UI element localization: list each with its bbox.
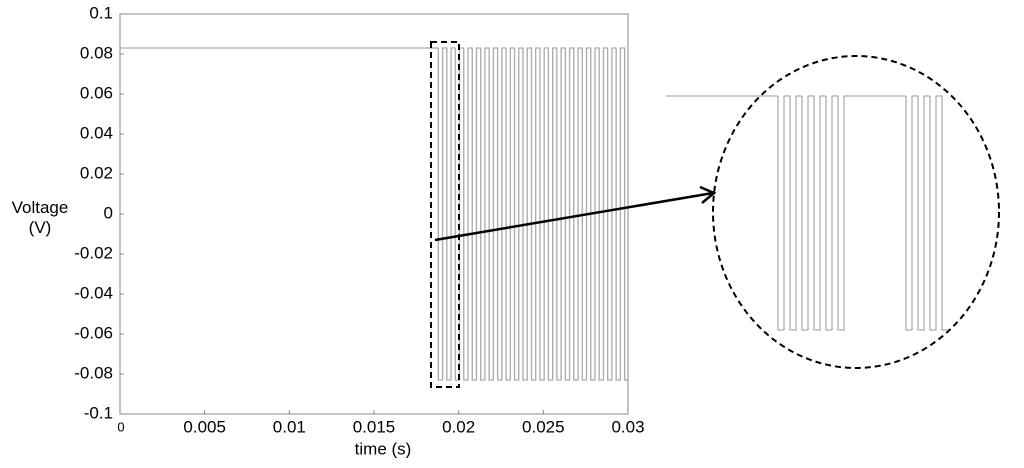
- x-tick-label: 0.015: [353, 417, 396, 436]
- y-tick-label: 0.04: [80, 123, 113, 142]
- y-tick-label: -0.1: [84, 403, 113, 422]
- signal-line: [120, 47, 628, 381]
- y-tick-label: 0.06: [80, 83, 113, 102]
- plot-area: [120, 47, 628, 381]
- y-tick-label: 0: [104, 203, 113, 222]
- y-axis-label: Voltage (V): [11, 198, 69, 237]
- x-tick-label: 0.005: [183, 417, 226, 436]
- zoom-inset: [666, 95, 948, 331]
- x-tick-label: 0.02: [442, 417, 475, 436]
- zoom-wave: [666, 95, 948, 331]
- y-tick-label: -0.06: [74, 323, 113, 342]
- x-tick-label: 0.01: [273, 417, 306, 436]
- y-tick-label: 0.02: [80, 163, 113, 182]
- zoom-circle: [712, 55, 1000, 369]
- arrow-head: [699, 185, 717, 204]
- y-tick-label: 0.08: [80, 43, 113, 62]
- y-tick-label: -0.08: [74, 363, 113, 382]
- plot-frame: [119, 13, 629, 415]
- zoom-region: [430, 41, 460, 388]
- x-tick-label: 0: [117, 419, 124, 434]
- y-tick-label: -0.04: [74, 283, 113, 302]
- x-tick-label: 0.025: [522, 417, 565, 436]
- zoom-arrow: [434, 191, 714, 242]
- x-tick-label: 0.03: [611, 417, 644, 436]
- x-axis-label: time (s): [355, 439, 412, 458]
- y-tick-label: -0.02: [74, 243, 113, 262]
- y-tick-label: 0.1: [89, 3, 113, 22]
